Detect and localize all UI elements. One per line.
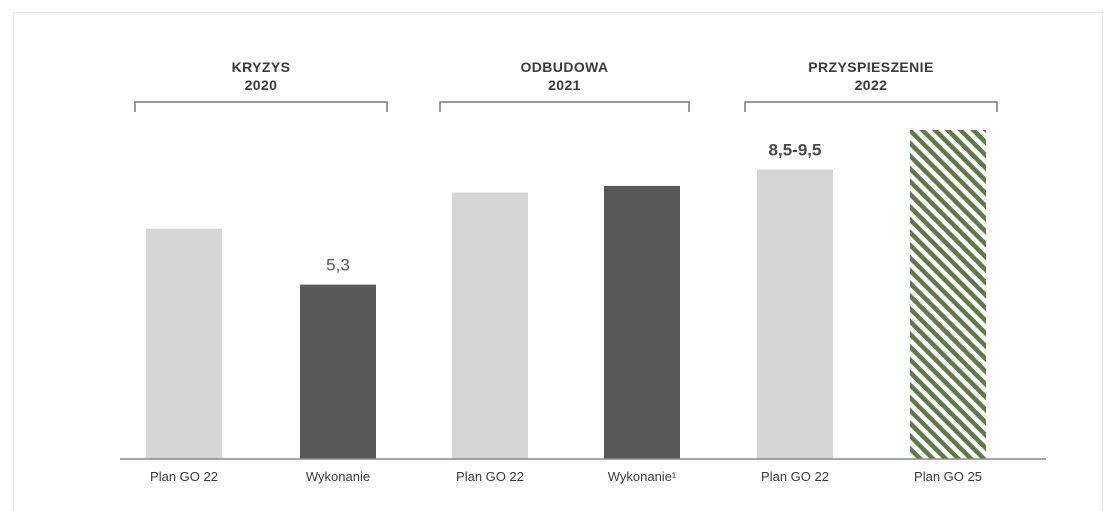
data-label-2: 5,3 — [326, 256, 350, 275]
group-title-2: ODBUDOWA — [521, 59, 609, 75]
group-brackets — [134, 101, 998, 112]
group-bracket-2 — [439, 101, 690, 112]
bar-3 — [452, 192, 528, 459]
x-tick-label-5: Plan GO 22 — [761, 469, 829, 484]
labels: Plan GO 22 Wykonanie 5,3 Plan GO 22 Wykonani… — [150, 59, 982, 484]
group-title-1: KRYZYS — [232, 59, 291, 75]
bar-5 — [757, 169, 833, 460]
group-year-3: 2022 — [855, 77, 888, 93]
data-label-5: 8,5-9,5 — [769, 140, 822, 159]
bar-4 — [604, 185, 680, 459]
bar-1 — [146, 228, 222, 459]
x-tick-label-1: Plan GO 22 — [150, 469, 218, 484]
bar-6 — [910, 130, 986, 459]
x-tick-label-3: Plan GO 22 — [456, 469, 524, 484]
x-tick-label-2: Wykonanie — [306, 469, 370, 484]
group-year-2: 2021 — [548, 77, 581, 93]
group-title-3: PRZYSPIESZENIE — [808, 59, 933, 75]
group-bracket-3 — [744, 101, 998, 112]
x-tick-label-6: Plan GO 25 — [914, 469, 982, 484]
bar-2 — [300, 284, 376, 459]
x-tick-label-4: Wykonanie¹ — [608, 469, 677, 484]
bars — [146, 130, 986, 460]
group-bracket-1 — [134, 101, 388, 112]
group-year-1: 2020 — [245, 77, 278, 93]
